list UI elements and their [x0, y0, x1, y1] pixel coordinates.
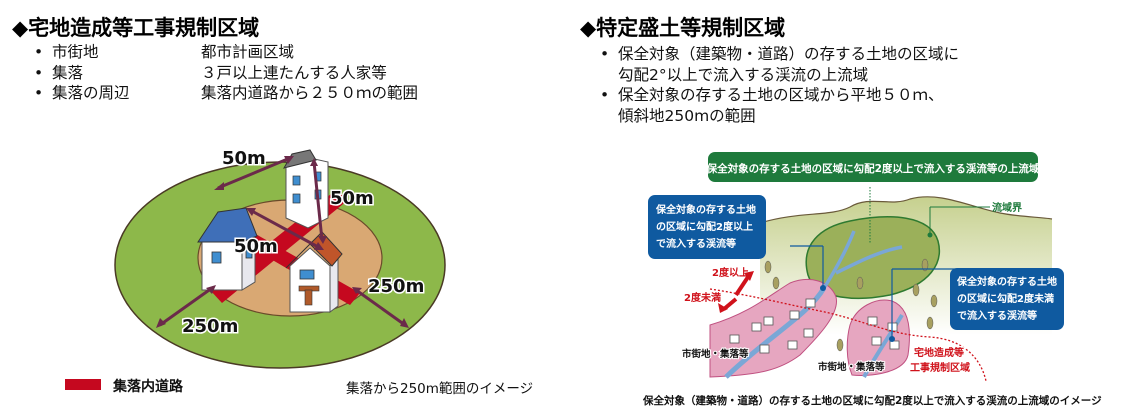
distance-arrows: [159, 156, 406, 327]
callout-steep-stream: [648, 195, 766, 259]
left-figure-caption: 集落から250m範囲のイメージ: [346, 381, 534, 397]
callout-gentle-line3: で流入する渓流等: [957, 309, 1037, 322]
house-icon-blue: [197, 207, 258, 291]
zone-boundary: [709, 288, 987, 382]
bullet-item: 集落の周辺 集落内道路から２５０ｍの範囲: [30, 83, 418, 104]
bullet-item: 保全対象の存する土地の区域から平地５０ｍ、 傾斜地250mの範囲: [596, 85, 959, 126]
upper-basin-banner-text: 保全対象の存する土地の区域に勾配2度以上で流入する渓流等の上流域: [706, 162, 1040, 175]
settlement-range-diagram: 50m 50m 50m 250m 250m: [110, 140, 450, 370]
zone-label-line2: 工事規制区域: [910, 361, 970, 374]
river-lower-left: [724, 286, 827, 379]
zone-label-line1: 宅地造成等: [914, 346, 964, 359]
slope-down-arrow: [722, 297, 738, 311]
slope-up-arrow: [734, 275, 750, 297]
bullet-desc: 都市計画区域: [201, 43, 295, 61]
callout-gentle-stream: [950, 268, 1064, 330]
distance-label-50m-top: 50m: [222, 148, 266, 169]
bullet-desc: 集落内道路から２５０ｍの範囲: [201, 84, 419, 102]
bullet-line: 保全対象（建築物・道路）の存する土地の区域に: [618, 45, 960, 63]
bullet-item: 集落 ３戸以上連たんする人家等: [30, 63, 418, 84]
trees: [764, 258, 938, 352]
left-bullet-list: 市街地 都市計画区域 集落 ３戸以上連たんする人家等 集落の周辺 集落内道路から２５０…: [30, 42, 418, 104]
bullet-term: 市街地: [52, 43, 99, 61]
river-upper: [822, 230, 903, 289]
bullet-line: 保全対象の存する土地の区域から平地５０ｍ、: [618, 86, 944, 104]
bullet-line: 傾斜地250mの範囲: [618, 106, 756, 125]
watershed-boundary-label: 流域界: [992, 201, 1022, 214]
distance-label-50m-center: 50m: [234, 236, 278, 257]
right-figure-caption: 保全対象（建築物・道路）の存する土地の区域に勾配2度以上で流入する渓流の上流域の…: [643, 395, 1102, 407]
slope-down-label: 2度未満: [684, 291, 721, 304]
right-section-title: ◆特定盛土等規制区域: [580, 16, 786, 40]
callout-steep-line2: の区域に勾配2度以上: [656, 220, 753, 233]
town-label-left: 市街地・集落等: [682, 348, 749, 360]
left-section-title: ◆宅地造成等工事規制区域: [12, 16, 260, 40]
callout-gentle-line1: 保全対象の存する土地: [956, 275, 1057, 288]
callout-steep-line1: 保全対象の存する土地: [655, 203, 756, 216]
town-area-left: [709, 279, 837, 378]
watershed-diagram: 保全対象の存する土地の区域に勾配2度以上で流入する渓流等の上流域 保全対象の存す…: [640, 145, 1080, 385]
bullet-item: 保全対象（建築物・道路）の存する土地の区域に 勾配2°以上で流入する渓流の上流域: [596, 44, 959, 85]
distance-label-250m-right: 250m: [368, 276, 424, 297]
bullet-line: 勾配2°以上で流入する渓流の上流域: [618, 65, 869, 84]
town-label-right: 市街地・集落等: [818, 361, 885, 373]
house-icon-grey: [282, 149, 329, 229]
slope-up-label: 2度以上: [712, 266, 749, 279]
road-legend-label: 集落内道路: [113, 379, 183, 395]
river-lower-right: [862, 313, 904, 378]
upper-basin-banner: [708, 152, 1038, 182]
distance-label-50m-right: 50m: [330, 188, 374, 209]
callout-gentle-line2: の区域に勾配2度未満: [957, 292, 1054, 305]
bullet-desc: ３戸以上連たんする人家等: [201, 63, 387, 82]
bullet-term: 集落: [52, 63, 84, 82]
bullet-term: 集落の周辺: [52, 84, 130, 102]
road-legend-swatch: [65, 379, 101, 390]
bullet-item: 市街地 都市計画区域: [30, 42, 418, 63]
distance-label-250m-left: 250m: [182, 316, 238, 337]
house-icon-red: [285, 231, 343, 313]
right-bullet-list: 保全対象（建築物・道路）の存する土地の区域に 勾配2°以上で流入する渓流の上流域…: [596, 44, 959, 126]
callout-steep-line3: で流入する渓流等: [656, 237, 736, 250]
